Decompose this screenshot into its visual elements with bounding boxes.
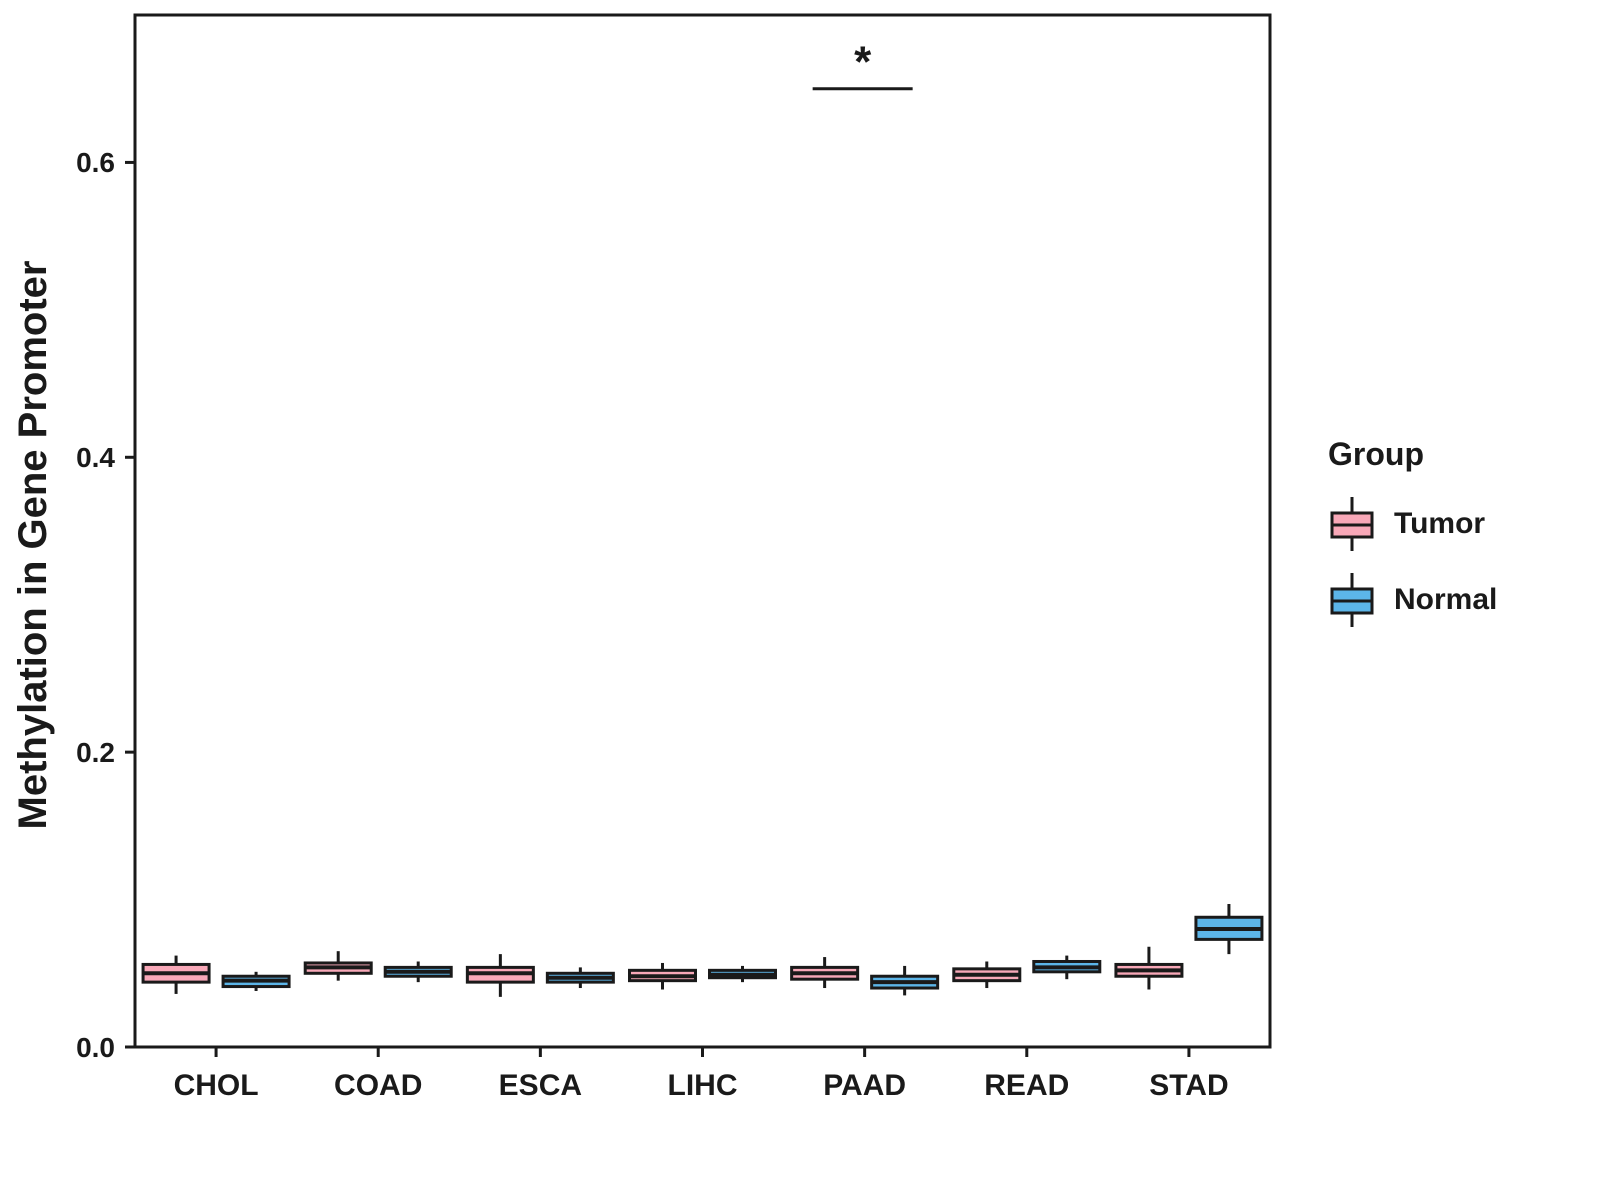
- legend-item-normal: Normal: [1328, 569, 1497, 631]
- x-category-label: PAAD: [823, 1069, 906, 1102]
- legend-item-tumor: Tumor: [1328, 493, 1497, 555]
- box-COAD-Tumor: [303, 951, 373, 981]
- legend: Group Tumor Normal: [1328, 436, 1497, 631]
- boxplot-key-tumor-icon: [1330, 497, 1374, 551]
- box-COAD-Normal: [383, 961, 453, 983]
- y-tick-label: 0.6: [76, 147, 115, 178]
- x-category-label: READ: [984, 1069, 1069, 1102]
- legend-label-normal: Normal: [1394, 583, 1498, 616]
- box-STAD-Tumor: [1114, 946, 1184, 990]
- x-category-label: ESCA: [499, 1069, 582, 1102]
- y-tick-label: 0.4: [76, 442, 115, 473]
- legend-title: Group: [1328, 436, 1424, 472]
- box-LIHC-Normal: [708, 965, 777, 983]
- boxplot-key-normal-icon: [1330, 573, 1374, 627]
- box-PAAD-Tumor: [790, 957, 860, 989]
- x-category-label: CHOL: [174, 1069, 259, 1102]
- significance-annotation: *: [812, 38, 913, 91]
- x-category-label: STAD: [1149, 1069, 1228, 1102]
- significance-star: *: [854, 38, 872, 87]
- box-LIHC-Tumor: [628, 962, 697, 990]
- plot-area: 0.0 0.2 0.4 0.6 CHOL COAD ESCA LIHC PAAD READ STAD…: [76, 13, 1272, 1102]
- legend-label-tumor: Tumor: [1394, 507, 1486, 540]
- box-PAAD-Normal: [870, 965, 940, 996]
- y-tick-label: 0.2: [76, 737, 115, 768]
- box-STAD-Normal: [1194, 903, 1264, 955]
- box-ESCA-Tumor: [465, 954, 535, 997]
- panel-border: [133, 13, 1272, 1049]
- box-CHOL-Tumor: [141, 955, 211, 994]
- box-CHOL-Normal: [221, 971, 291, 991]
- box-ESCA-Normal: [545, 967, 615, 989]
- y-axis-title: Methylation in Gene Promoter: [11, 261, 55, 830]
- x-category-label: COAD: [334, 1069, 422, 1102]
- box-READ-Normal: [1032, 955, 1102, 980]
- y-tick-label: 0.0: [76, 1032, 115, 1063]
- box-READ-Tumor: [952, 961, 1022, 989]
- x-category-label: LIHC: [668, 1069, 738, 1102]
